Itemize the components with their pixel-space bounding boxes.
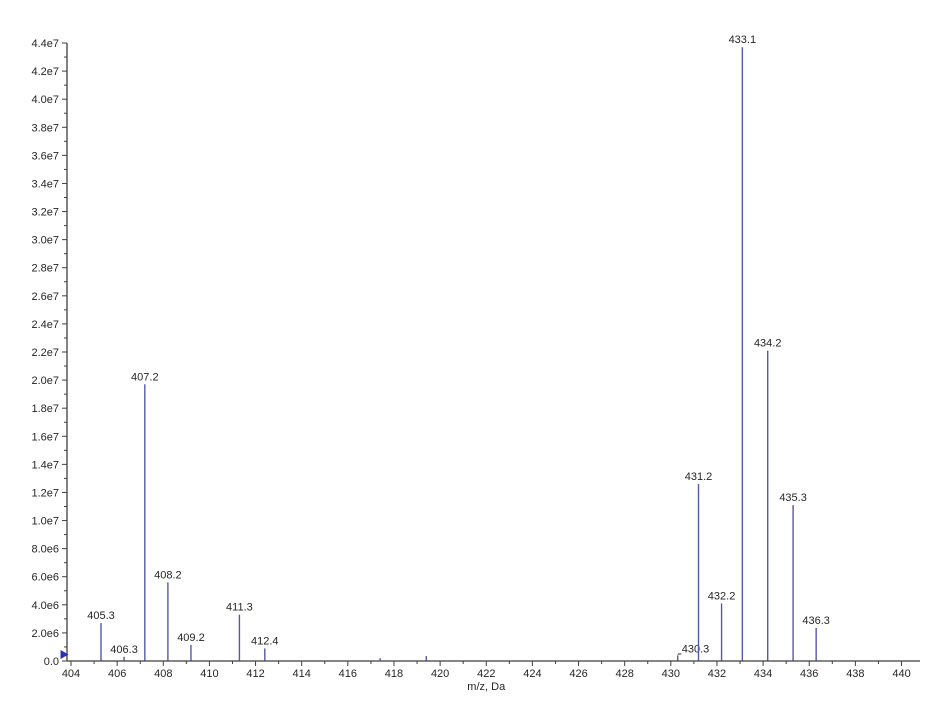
y-tick-label: 1.8e7 [31, 403, 59, 415]
peak-label: 436.3 [802, 615, 830, 627]
peak-label: 412.4 [251, 635, 279, 647]
x-tick-label: 434 [754, 668, 772, 680]
x-tick-label: 414 [293, 668, 311, 680]
peak-label: 431.2 [685, 471, 713, 483]
x-tick-label: 430 [662, 668, 680, 680]
y-tick-label: 4.2e7 [31, 66, 59, 78]
y-tick-label: 3.0e7 [31, 235, 59, 247]
y-tick-label: 1.4e7 [31, 459, 59, 471]
x-tick-label: 432 [708, 668, 726, 680]
peak-label: 433.1 [729, 34, 757, 46]
x-tick-label: 404 [62, 668, 80, 680]
x-tick-label: 418 [385, 668, 403, 680]
x-axis-title: m/z, Da [467, 681, 506, 693]
y-tick-label: 3.4e7 [31, 178, 59, 190]
origin-marker-icon [60, 650, 69, 659]
y-tick-label: 2.4e7 [31, 319, 59, 331]
y-tick-label: 3.8e7 [31, 122, 59, 134]
x-tick-label: 416 [339, 668, 357, 680]
peak-label: 406.3 [110, 644, 138, 656]
x-tick-label: 420 [431, 668, 449, 680]
y-tick-label: 4.0e6 [31, 600, 59, 612]
x-tick-label: 408 [154, 668, 172, 680]
peak-label: 411.3 [226, 602, 253, 614]
y-tick-label: 2.0e6 [31, 628, 59, 640]
x-tick-label: 424 [523, 668, 541, 680]
x-tick-label: 406 [108, 668, 126, 680]
x-tick-label: 428 [616, 668, 634, 680]
y-tick-label: 2.2e7 [31, 347, 59, 359]
x-tick-label: 412 [246, 668, 264, 680]
x-tick-label: 440 [892, 668, 910, 680]
x-tick-label: 422 [477, 668, 495, 680]
y-tick-label: 4.4e7 [31, 38, 59, 50]
peak-label: 409.2 [177, 632, 205, 644]
peak-label: 430.3 [682, 643, 710, 655]
y-tick-label: 1.0e7 [31, 516, 59, 528]
peak-label-leader [677, 653, 682, 655]
peak-label: 435.3 [779, 492, 807, 504]
y-tick-label: 1.6e7 [31, 431, 59, 443]
x-tick-label: 426 [569, 668, 587, 680]
x-tick-label: 438 [846, 668, 864, 680]
peak-label: 432.2 [708, 590, 736, 602]
y-tick-label: 3.2e7 [31, 207, 59, 219]
y-tick-label: 6.0e6 [31, 572, 59, 584]
y-tick-label: 2.8e7 [31, 263, 59, 275]
x-tick-label: 436 [800, 668, 818, 680]
peak-label: 407.2 [131, 371, 159, 383]
x-tick-label: 410 [200, 668, 218, 680]
y-tick-label: 2.0e7 [31, 375, 59, 387]
y-tick-label: 4.0e7 [31, 94, 59, 106]
y-tick-label: 3.6e7 [31, 150, 59, 162]
y-tick-label: 0.0 [44, 656, 59, 668]
y-tick-label: 2.6e7 [31, 291, 59, 303]
peak-label: 434.2 [754, 338, 782, 350]
peak-label: 405.3 [87, 610, 115, 622]
y-tick-label: 8.0e6 [31, 544, 59, 556]
y-tick-label: 1.2e7 [31, 487, 59, 499]
peak-label: 408.2 [154, 569, 182, 581]
